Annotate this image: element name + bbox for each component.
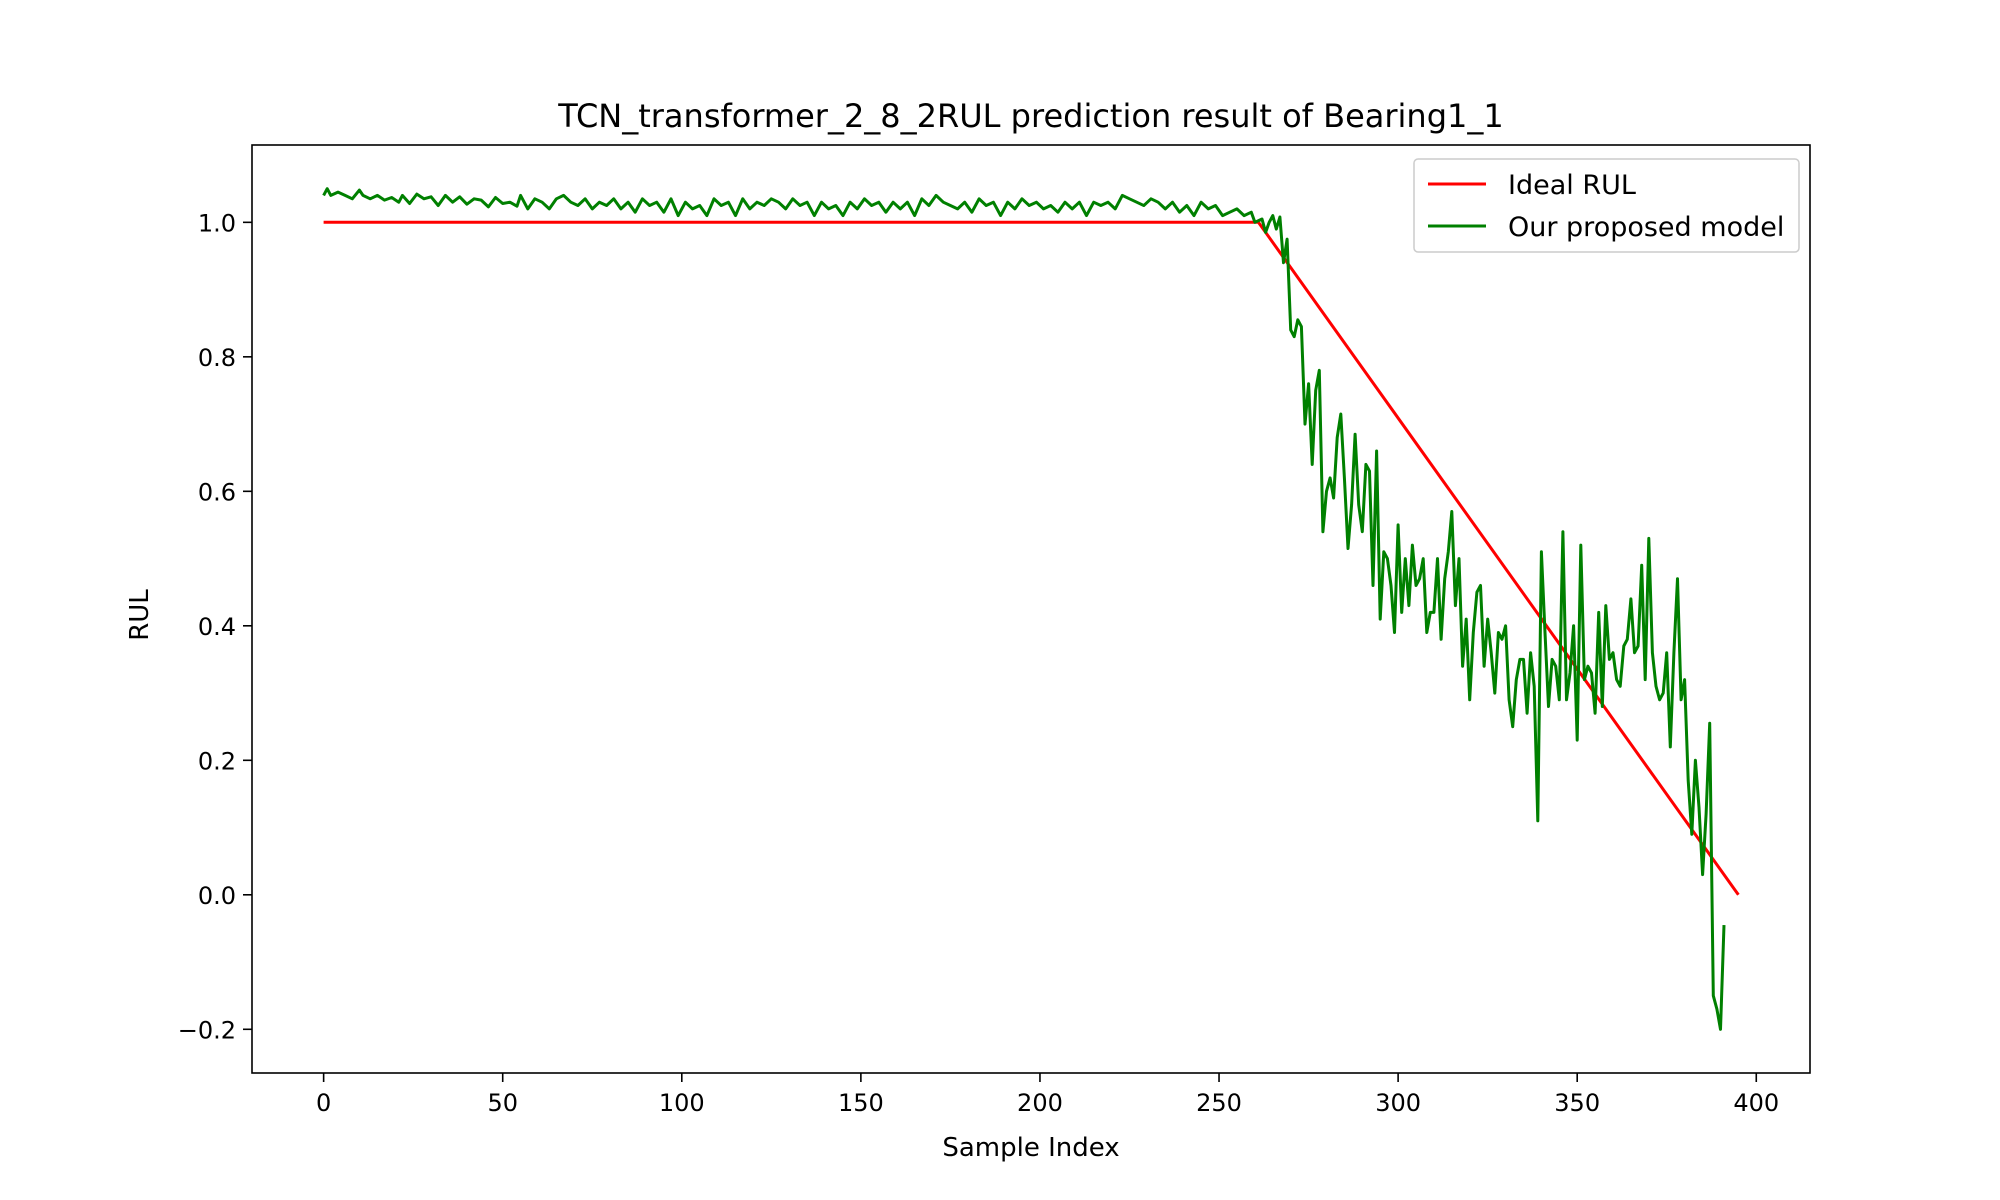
x-axis: 0 50 100 150 200 250 300 350 400	[316, 1073, 1779, 1117]
x-tick-label: 300	[1375, 1089, 1421, 1117]
chart-title: TCN_transformer_2_8_2RUL prediction resu…	[557, 97, 1503, 135]
x-tick-label: 0	[316, 1089, 331, 1117]
plot-area-frame	[251, 144, 1811, 1074]
legend-label: Ideal RUL	[1508, 170, 1636, 201]
x-axis-label: Sample Index	[942, 1133, 1119, 1163]
y-tick-label: 0.0	[198, 882, 236, 910]
x-tick-label: 50	[487, 1089, 518, 1117]
x-tick-label: 250	[1196, 1089, 1242, 1117]
y-tick-label: 0.6	[198, 478, 236, 506]
legend-box	[1413, 158, 1800, 253]
legend: Ideal RUL Our proposed model	[1413, 158, 1800, 253]
y-tick-label: 0.8	[198, 344, 236, 372]
series-layer	[322, 187, 1740, 1031]
x-tick-label: 200	[1017, 1089, 1063, 1117]
y-tick-label: 1.0	[198, 209, 236, 237]
series-line-proposed-model	[322, 187, 1726, 1031]
x-tick-label: 350	[1554, 1089, 1600, 1117]
x-tick-label: 400	[1733, 1089, 1779, 1117]
y-tick-label: 0.4	[198, 613, 236, 641]
x-tick-label: 150	[838, 1089, 884, 1117]
x-tick-label: 100	[659, 1089, 705, 1117]
y-tick-label: −0.2	[178, 1016, 236, 1044]
legend-label: Our proposed model	[1508, 212, 1784, 243]
y-tick-label: 0.2	[198, 747, 236, 775]
y-axis: −0.2 0.0 0.2 0.4 0.6 0.8 1.0	[178, 209, 252, 1044]
y-axis-label: RUL	[125, 589, 155, 641]
